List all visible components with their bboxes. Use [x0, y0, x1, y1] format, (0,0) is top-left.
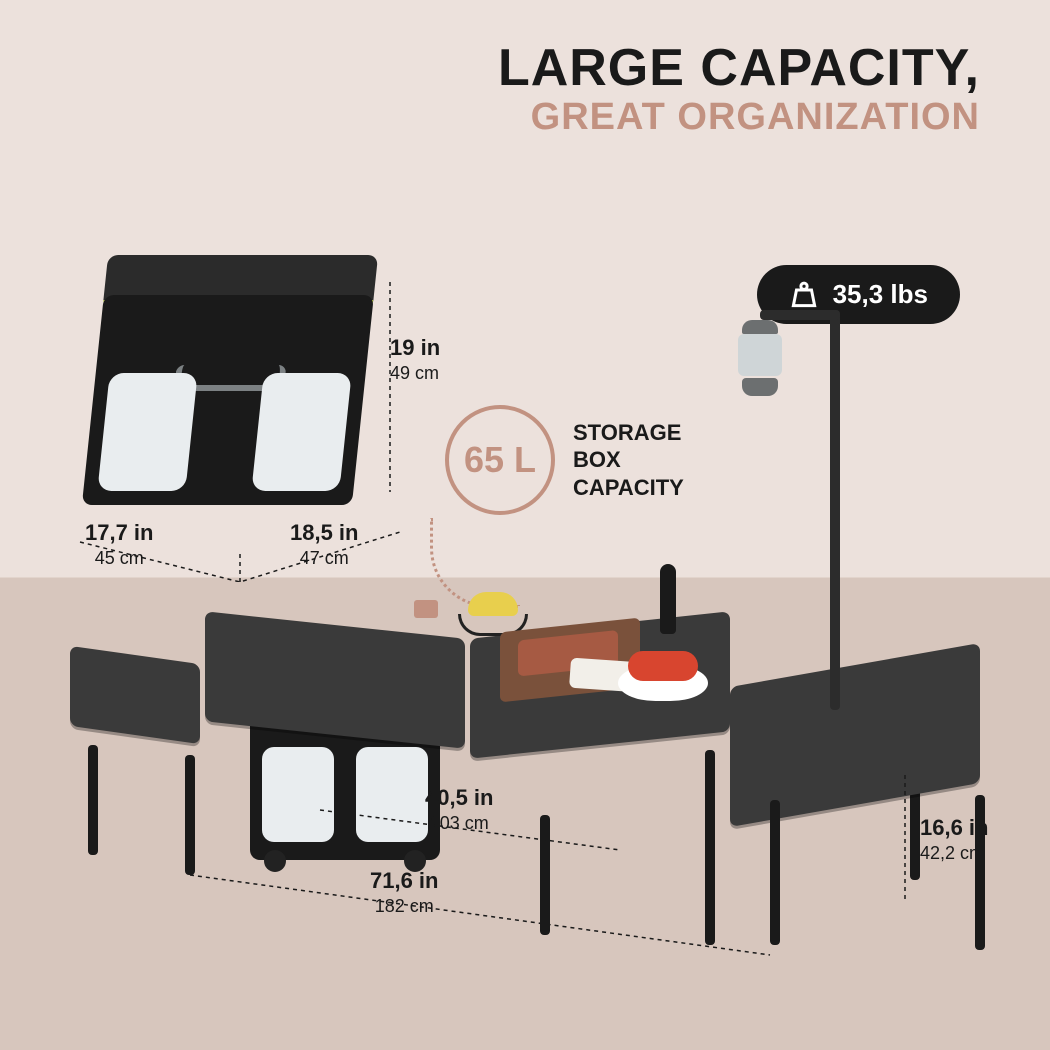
headline: LARGE CAPACITY, GREAT ORGANIZATION [498, 38, 980, 139]
capacity-text-l3: CAPACITY [573, 474, 684, 502]
table-panel [70, 646, 200, 744]
dim-box-depth-in: 18,5 in [290, 520, 358, 546]
headline-line1: LARGE CAPACITY, [498, 38, 980, 98]
capacity-text: STORAGE BOX CAPACITY [573, 419, 684, 502]
infographic-canvas: LARGE CAPACITY, GREAT ORGANIZATION 35,3 … [0, 0, 1050, 1050]
dim-box-depth-cm: 47 cm [290, 548, 358, 569]
lantern-pole [830, 310, 840, 710]
dim-box-height-in: 19 in [390, 335, 440, 361]
table-panel [205, 611, 465, 748]
dim-table-full: 71,6 in 182 cm [370, 868, 438, 917]
dim-table-height-in: 16,6 in [920, 815, 988, 841]
dim-box-width-in: 17,7 in [85, 520, 153, 546]
weight-value: 35,3 lbs [833, 279, 928, 310]
dim-box-width: 17,7 in 45 cm [85, 520, 153, 569]
dim-box-width-cm: 45 cm [85, 548, 153, 569]
dim-table-full-cm: 182 cm [370, 896, 438, 917]
dim-table-full-in: 71,6 in [370, 868, 438, 894]
dim-table-height-cm: 42,2 cm [920, 843, 988, 864]
dim-table-inner-cm: 103 cm [425, 813, 493, 834]
capacity-text-l2: BOX [573, 446, 684, 474]
table-leg [88, 745, 98, 855]
headline-line2: GREAT ORGANIZATION [498, 96, 980, 139]
capacity-text-l1: STORAGE [573, 419, 684, 447]
dim-table-height: 16,6 in 42,2 cm [920, 815, 988, 864]
dim-box-depth: 18,5 in 47 cm [290, 520, 358, 569]
dim-table-inner-in: 40,5 in [425, 785, 493, 811]
capacity-circle: 65 L [445, 405, 555, 515]
dim-box-height: 19 in 49 cm [390, 335, 440, 384]
weight-icon [789, 280, 819, 310]
prop-bottle [660, 564, 676, 634]
table-dim-lines [150, 770, 930, 970]
lantern-icon [734, 320, 786, 396]
lantern-arm [760, 310, 840, 320]
prop-fruit-basket [458, 592, 528, 636]
dim-table-inner: 40,5 in 103 cm [425, 785, 493, 834]
prop-tomato-bowl [618, 665, 708, 701]
dim-box-height-cm: 49 cm [390, 363, 440, 384]
capacity-callout: 65 L STORAGE BOX CAPACITY [445, 405, 684, 515]
